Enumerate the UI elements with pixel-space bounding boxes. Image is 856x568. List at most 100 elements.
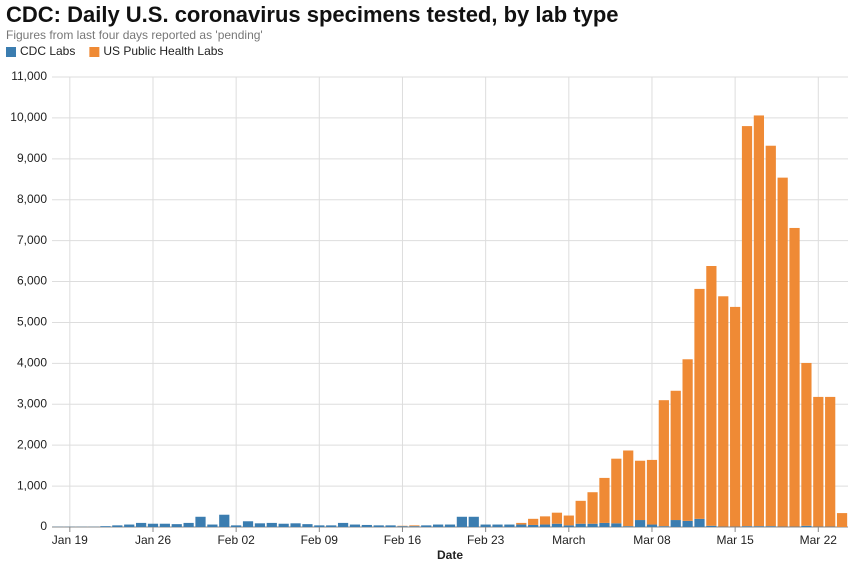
bar-segment xyxy=(777,177,788,527)
bar-segment xyxy=(254,523,266,527)
bar-segment xyxy=(646,459,658,525)
bar-segment xyxy=(373,525,384,527)
bar-segment xyxy=(349,524,361,527)
chart-title: CDC: Daily U.S. coronavirus specimens te… xyxy=(6,2,619,27)
bar-segment xyxy=(801,362,812,526)
bar-segment xyxy=(611,523,622,527)
bar-segment xyxy=(682,520,693,527)
bar-segment xyxy=(551,512,563,524)
bar-segment xyxy=(539,524,551,527)
bar-segment xyxy=(551,523,563,527)
bar-segment xyxy=(219,514,230,527)
bar-segment xyxy=(765,526,776,527)
x-tick-label: Mar 22 xyxy=(800,533,838,547)
bar-segment xyxy=(813,396,824,527)
bar-segment xyxy=(397,526,408,527)
y-tick-label: 0 xyxy=(40,519,47,533)
x-tick-label: March xyxy=(552,533,585,547)
bar-segment xyxy=(468,516,479,527)
bar-segment xyxy=(492,524,503,527)
bar-segment xyxy=(112,525,123,527)
bar-segment xyxy=(801,525,812,527)
bar-segment xyxy=(528,518,539,525)
bar-segment xyxy=(409,525,420,527)
y-tick-label: 7,000 xyxy=(17,233,47,247)
bar-segment xyxy=(634,460,646,521)
y-tick-label: 5,000 xyxy=(17,315,47,329)
y-tick-label: 6,000 xyxy=(17,274,47,288)
x-tick-label: Jan 26 xyxy=(135,533,171,547)
bar-segment xyxy=(587,523,598,527)
y-tick-label: 4,000 xyxy=(17,356,47,370)
y-tick-label: 11,000 xyxy=(11,69,47,83)
bar-segment xyxy=(433,524,444,527)
bar-segment xyxy=(314,525,325,527)
bar-segment xyxy=(361,524,372,527)
bar-segment xyxy=(504,524,515,527)
bar-segment xyxy=(753,526,765,527)
bar-segment xyxy=(706,525,717,527)
bar-segment xyxy=(195,516,206,527)
legend-swatch xyxy=(6,47,16,57)
bar-segment xyxy=(124,524,135,527)
bar-segment xyxy=(670,390,681,521)
bar-segment xyxy=(302,524,313,527)
bar-segment xyxy=(444,524,456,527)
bar-segment xyxy=(575,523,586,527)
x-tick-label: Mar 15 xyxy=(716,533,754,547)
x-tick-label: Mar 08 xyxy=(633,533,671,547)
bar-segment xyxy=(171,524,182,527)
bar-segment xyxy=(100,526,111,527)
bar-segment xyxy=(563,515,574,526)
bar-segment xyxy=(741,526,753,527)
bar-segment xyxy=(231,525,242,527)
bar-segment xyxy=(326,525,337,527)
bar-segment xyxy=(741,126,753,527)
bar-segment xyxy=(623,526,634,527)
x-tick-label: Feb 09 xyxy=(301,533,339,547)
bar-segment xyxy=(183,522,194,527)
bar-segment xyxy=(789,227,800,527)
bar-segment xyxy=(575,500,586,524)
bar-segment xyxy=(623,450,634,527)
bar-segment xyxy=(421,525,432,527)
bar-segment xyxy=(563,525,574,527)
legend-swatch xyxy=(89,47,100,57)
bar-segment xyxy=(646,524,658,527)
legend-label: CDC Labs xyxy=(20,44,75,58)
bar-segment xyxy=(694,518,705,527)
x-tick-label: Jan 19 xyxy=(52,533,88,547)
bar-segment xyxy=(706,266,717,526)
bar-segment xyxy=(753,115,765,527)
bar-segment xyxy=(516,522,527,525)
legend-label: US Public Health Labs xyxy=(103,44,223,58)
bar-segment xyxy=(385,525,396,527)
bar-segment xyxy=(718,296,729,527)
bar-segment xyxy=(825,396,836,527)
bar-segment xyxy=(242,521,254,527)
bar-segment xyxy=(682,359,693,521)
y-tick-label: 1,000 xyxy=(17,478,47,492)
bar-segment xyxy=(611,458,622,524)
bar-segment xyxy=(135,522,147,527)
x-axis-label: Date xyxy=(437,548,463,562)
y-tick-label: 3,000 xyxy=(17,396,47,410)
chart-subtitle: Figures from last four days reported as … xyxy=(6,28,263,42)
bar-segment xyxy=(836,513,848,527)
bar-segment xyxy=(658,526,669,527)
bar-segment xyxy=(765,145,776,527)
bar-segment xyxy=(159,523,170,527)
bar-segment xyxy=(480,524,491,527)
bar-segment xyxy=(658,400,669,527)
bar-segment xyxy=(599,477,610,523)
bar-segment xyxy=(528,524,539,527)
bar-segment xyxy=(634,520,646,527)
bar-segment xyxy=(516,524,527,527)
bar-segment xyxy=(456,516,467,527)
bar-segment xyxy=(670,520,681,527)
bar-segment xyxy=(290,523,301,527)
y-tick-label: 10,000 xyxy=(10,110,47,124)
bar-segment xyxy=(587,492,598,524)
